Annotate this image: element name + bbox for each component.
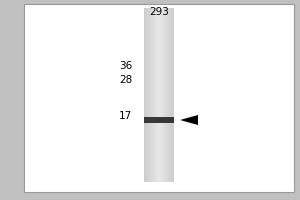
Bar	[171, 8, 172, 182]
Bar	[144, 8, 145, 182]
Bar	[149, 8, 150, 182]
Bar	[158, 8, 159, 182]
Bar	[167, 8, 168, 182]
Bar	[172, 8, 173, 182]
Polygon shape	[180, 115, 198, 125]
Text: 17: 17	[119, 111, 132, 121]
Bar	[160, 8, 161, 182]
Bar	[169, 8, 170, 182]
Bar	[147, 8, 148, 182]
Bar	[151, 8, 152, 182]
Bar	[159, 8, 160, 182]
Text: 36: 36	[119, 61, 132, 71]
Bar	[164, 8, 165, 182]
Bar	[168, 8, 169, 182]
Bar	[161, 8, 162, 182]
Bar	[145, 8, 146, 182]
Bar	[162, 8, 163, 182]
Bar	[154, 8, 155, 182]
Bar	[155, 8, 156, 182]
Bar	[166, 8, 167, 182]
Bar	[148, 8, 149, 182]
Text: 28: 28	[119, 75, 132, 85]
Bar	[170, 8, 171, 182]
Bar	[173, 8, 174, 182]
Bar	[150, 8, 151, 182]
Bar	[163, 8, 164, 182]
Bar	[146, 8, 147, 182]
Bar	[144, 117, 174, 123]
Bar	[165, 8, 166, 182]
Bar	[157, 8, 158, 182]
Bar	[156, 8, 157, 182]
Text: 293: 293	[149, 7, 169, 17]
Bar	[153, 8, 154, 182]
Bar	[152, 8, 153, 182]
